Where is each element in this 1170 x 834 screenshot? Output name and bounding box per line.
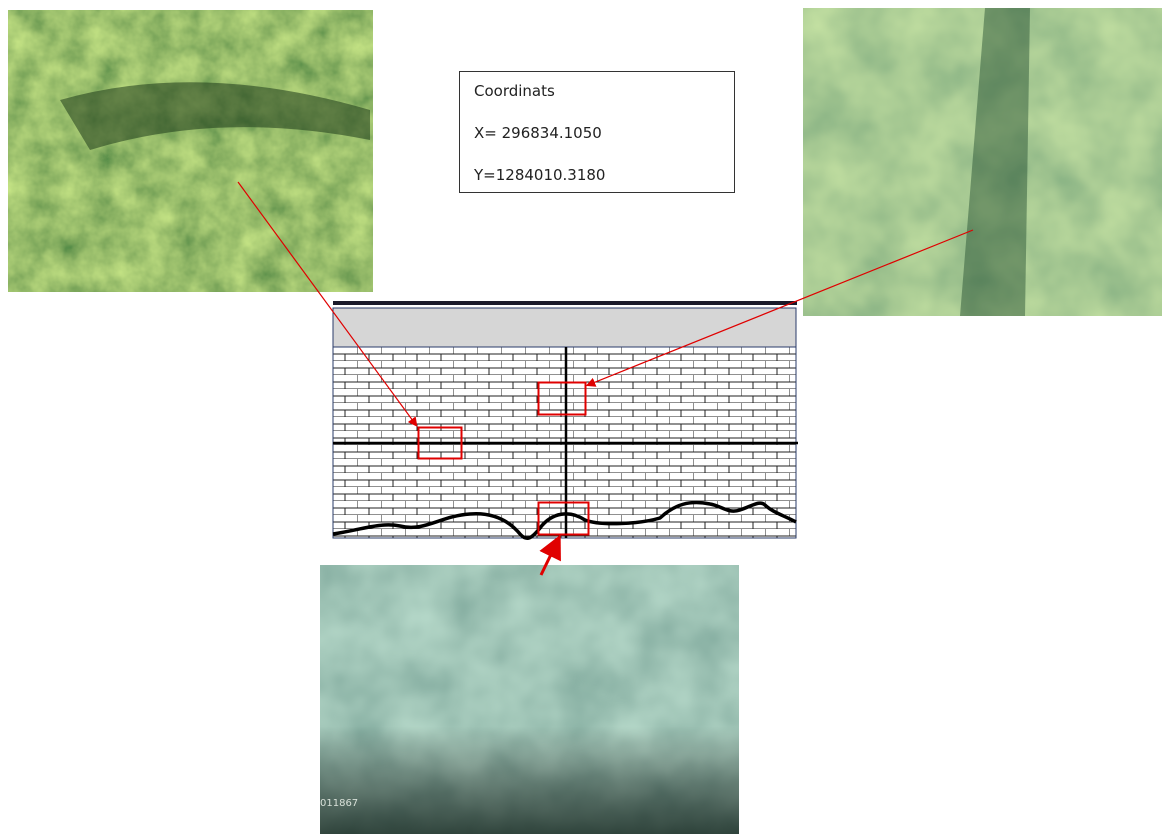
cross-section — [333, 303, 798, 538]
photo-top-right — [803, 8, 1162, 316]
photo-stamp: 011867 — [320, 798, 358, 809]
figure: 011867 Coordinats X= 296834.1050 Y=12840… — [0, 0, 1170, 834]
page: 011867 Coordinats X= 296834.1050 Y=12840… — [0, 0, 1170, 834]
coordinates-box: Coordinats X= 296834.1050 Y=1284010.3180 — [460, 72, 735, 193]
photo-bottom: 011867 — [320, 565, 739, 834]
y-coordinate: Y=1284010.3180 — [473, 166, 605, 184]
x-coordinate: X= 296834.1050 — [474, 124, 602, 142]
box-title: Coordinats — [474, 82, 555, 100]
photo-top-left — [8, 10, 373, 292]
